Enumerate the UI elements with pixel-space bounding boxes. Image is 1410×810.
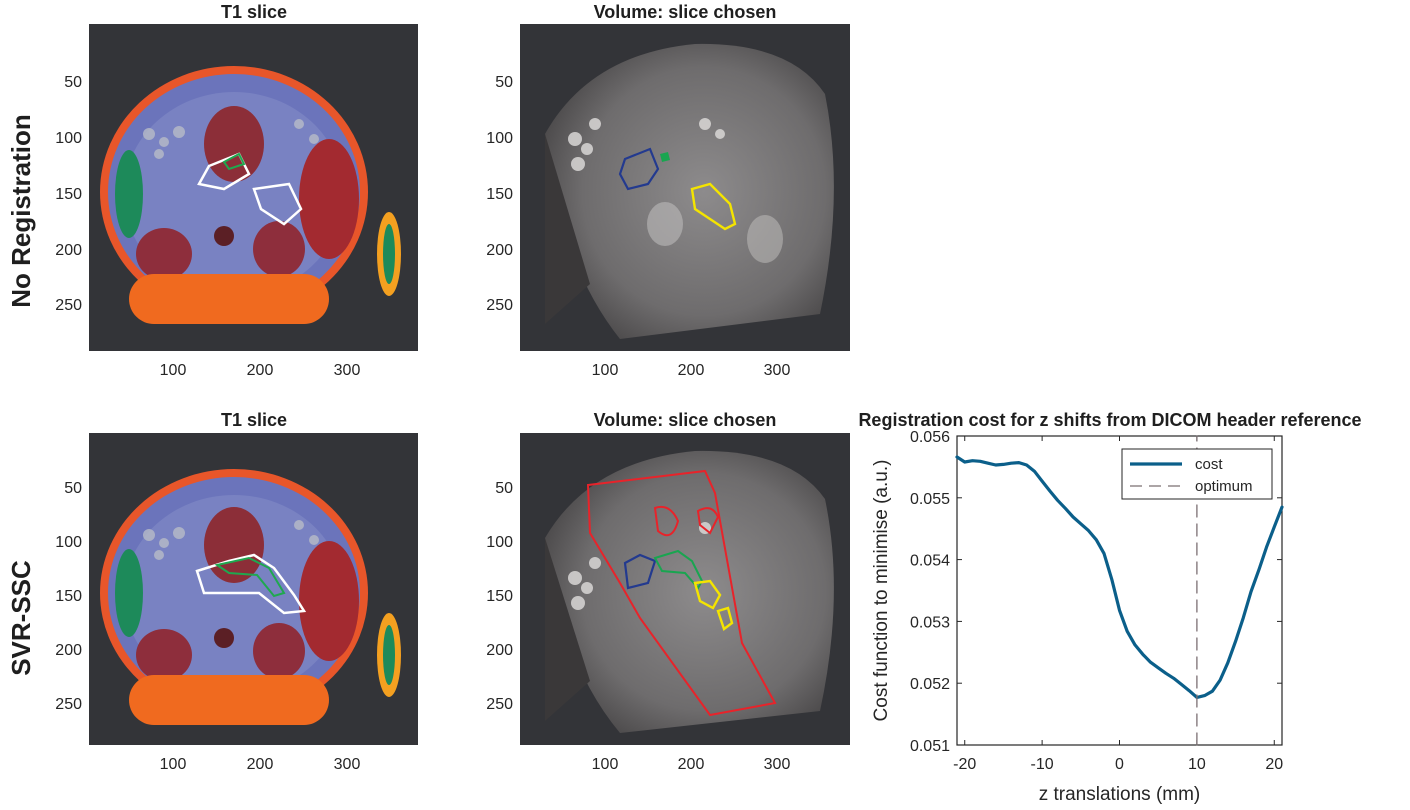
ytick: 100	[55, 534, 82, 551]
volume-slice-image-top	[520, 24, 850, 351]
x-tick-label: 10	[1188, 756, 1206, 773]
mri-slice-bottom	[545, 450, 834, 733]
panel-title-volume-top: Volume: slice chosen	[593, 2, 777, 22]
xtick: 300	[333, 362, 361, 379]
xtick: 300	[763, 756, 791, 773]
x-tick-label: 0	[1115, 756, 1124, 773]
panel-title-volume-bottom: Volume: slice chosen	[593, 410, 777, 430]
xtick: 100	[159, 362, 187, 379]
legend-label-cost: cost	[1195, 456, 1223, 473]
plot-area-frame	[956, 435, 1283, 746]
y-tick-label: 0.055	[910, 491, 950, 508]
t1-abdomen-map-bottom	[100, 469, 401, 725]
x-tick-label: 20	[1265, 756, 1283, 773]
xtick: 200	[246, 756, 274, 773]
t1-slice-image-top	[89, 24, 418, 351]
x-tick-label: -20	[953, 756, 976, 773]
legend-box	[1121, 448, 1273, 500]
ytick: 50	[495, 480, 513, 497]
legend-label-optimum: optimum	[1195, 478, 1253, 495]
series-line-cost	[955, 455, 1284, 700]
ytick: 100	[486, 130, 513, 147]
xtick: 200	[246, 362, 274, 379]
volume-slice-image-bottom	[520, 433, 850, 745]
y-tick-label: 0.051	[910, 738, 950, 755]
y-tick-label: 0.056	[910, 429, 950, 446]
xtick: 200	[677, 756, 705, 773]
ytick: 200	[486, 642, 513, 659]
ytick: 150	[55, 588, 82, 605]
ytick: 250	[486, 696, 513, 713]
xtick: 300	[333, 756, 361, 773]
ytick: 250	[55, 696, 82, 713]
panel-title-t1-top: T1 slice	[220, 2, 288, 22]
ytick: 250	[486, 297, 513, 314]
xtick: 100	[159, 756, 187, 773]
ytick: 150	[55, 186, 82, 203]
ytick: 150	[486, 186, 513, 203]
xtick: 200	[677, 362, 705, 379]
ytick: 100	[486, 534, 513, 551]
ytick: 200	[486, 242, 513, 259]
mri-slice-top	[545, 43, 834, 339]
x-tick-label: -10	[1031, 756, 1054, 773]
cost-chart-title: Registration cost for z shifts from DICO…	[858, 410, 1362, 430]
x-axis-label: z translations (mm)	[1039, 784, 1201, 805]
ytick: 250	[55, 297, 82, 314]
panel-title-t1-bottom: T1 slice	[220, 410, 288, 430]
ytick: 200	[55, 242, 82, 259]
ytick: 150	[486, 588, 513, 605]
ytick: 50	[64, 480, 82, 497]
ytick: 50	[495, 74, 513, 91]
ytick: 50	[64, 74, 82, 91]
y-tick-label: 0.054	[910, 553, 950, 570]
y-tick-label: 0.053	[910, 614, 950, 631]
t1-slice-image-bottom	[89, 433, 418, 745]
xtick: 100	[591, 362, 619, 379]
y-tick-label: 0.052	[910, 676, 950, 693]
xtick: 300	[763, 362, 791, 379]
ytick: 200	[55, 642, 82, 659]
xtick: 100	[591, 756, 619, 773]
ytick: 100	[55, 130, 82, 147]
t1-abdomen-map-top	[100, 66, 401, 324]
y-axis-label: Cost function to minimise (a.u.)	[871, 460, 892, 722]
